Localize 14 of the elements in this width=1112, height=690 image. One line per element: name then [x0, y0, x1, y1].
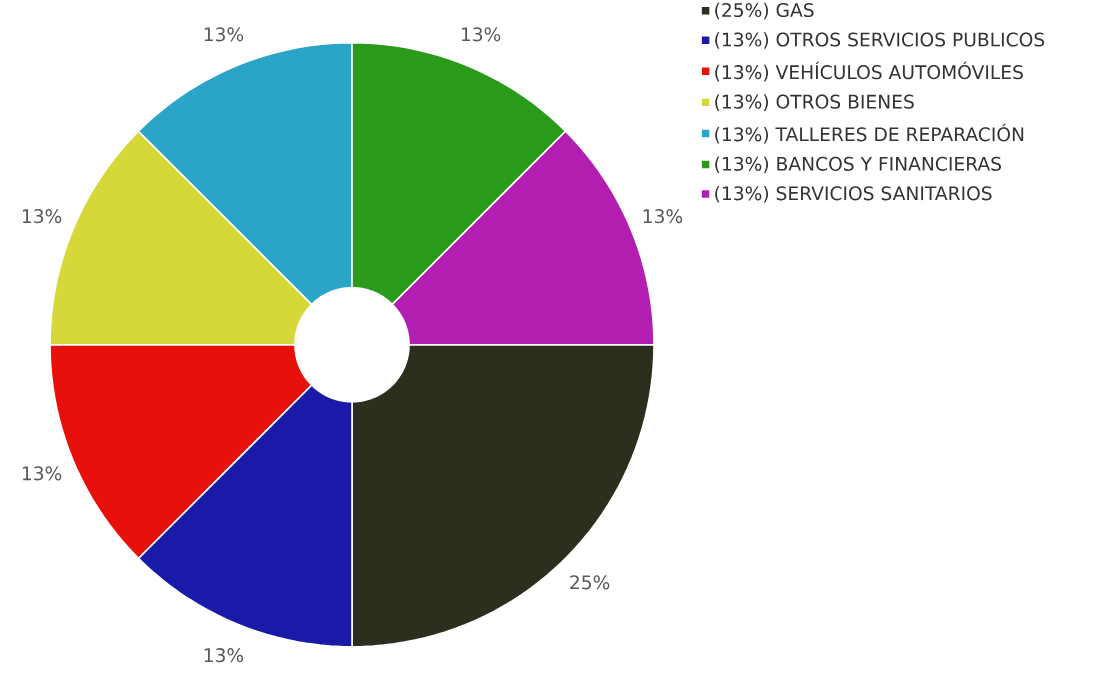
data-label: 13%	[22, 466, 62, 481]
data-label: 25%	[570, 575, 610, 590]
data-label: 13%	[643, 209, 683, 224]
legend-label: (13%) BANCOS Y FINANCIERAS	[715, 156, 1002, 174]
legend-label: (13%) SERVICIOS SANITARIOS	[715, 186, 992, 203]
data-label: 13%	[22, 209, 62, 224]
legend-label: (13%) VEHÍCULOS AUTOMÓVILES	[715, 61, 1023, 82]
data-label: 13%	[461, 27, 501, 42]
legend-label: (25%) GAS	[715, 2, 814, 20]
data-label: 13%	[204, 27, 244, 42]
legend-label: (13%) TALLERES DE REPARACIÓN	[715, 123, 1024, 144]
data-label: 13%	[204, 648, 244, 663]
legend-label: (13%) OTROS BIENES	[715, 94, 914, 112]
legend-label: (13%) OTROS SERVICIOS PUBLICOS	[715, 32, 1045, 49]
